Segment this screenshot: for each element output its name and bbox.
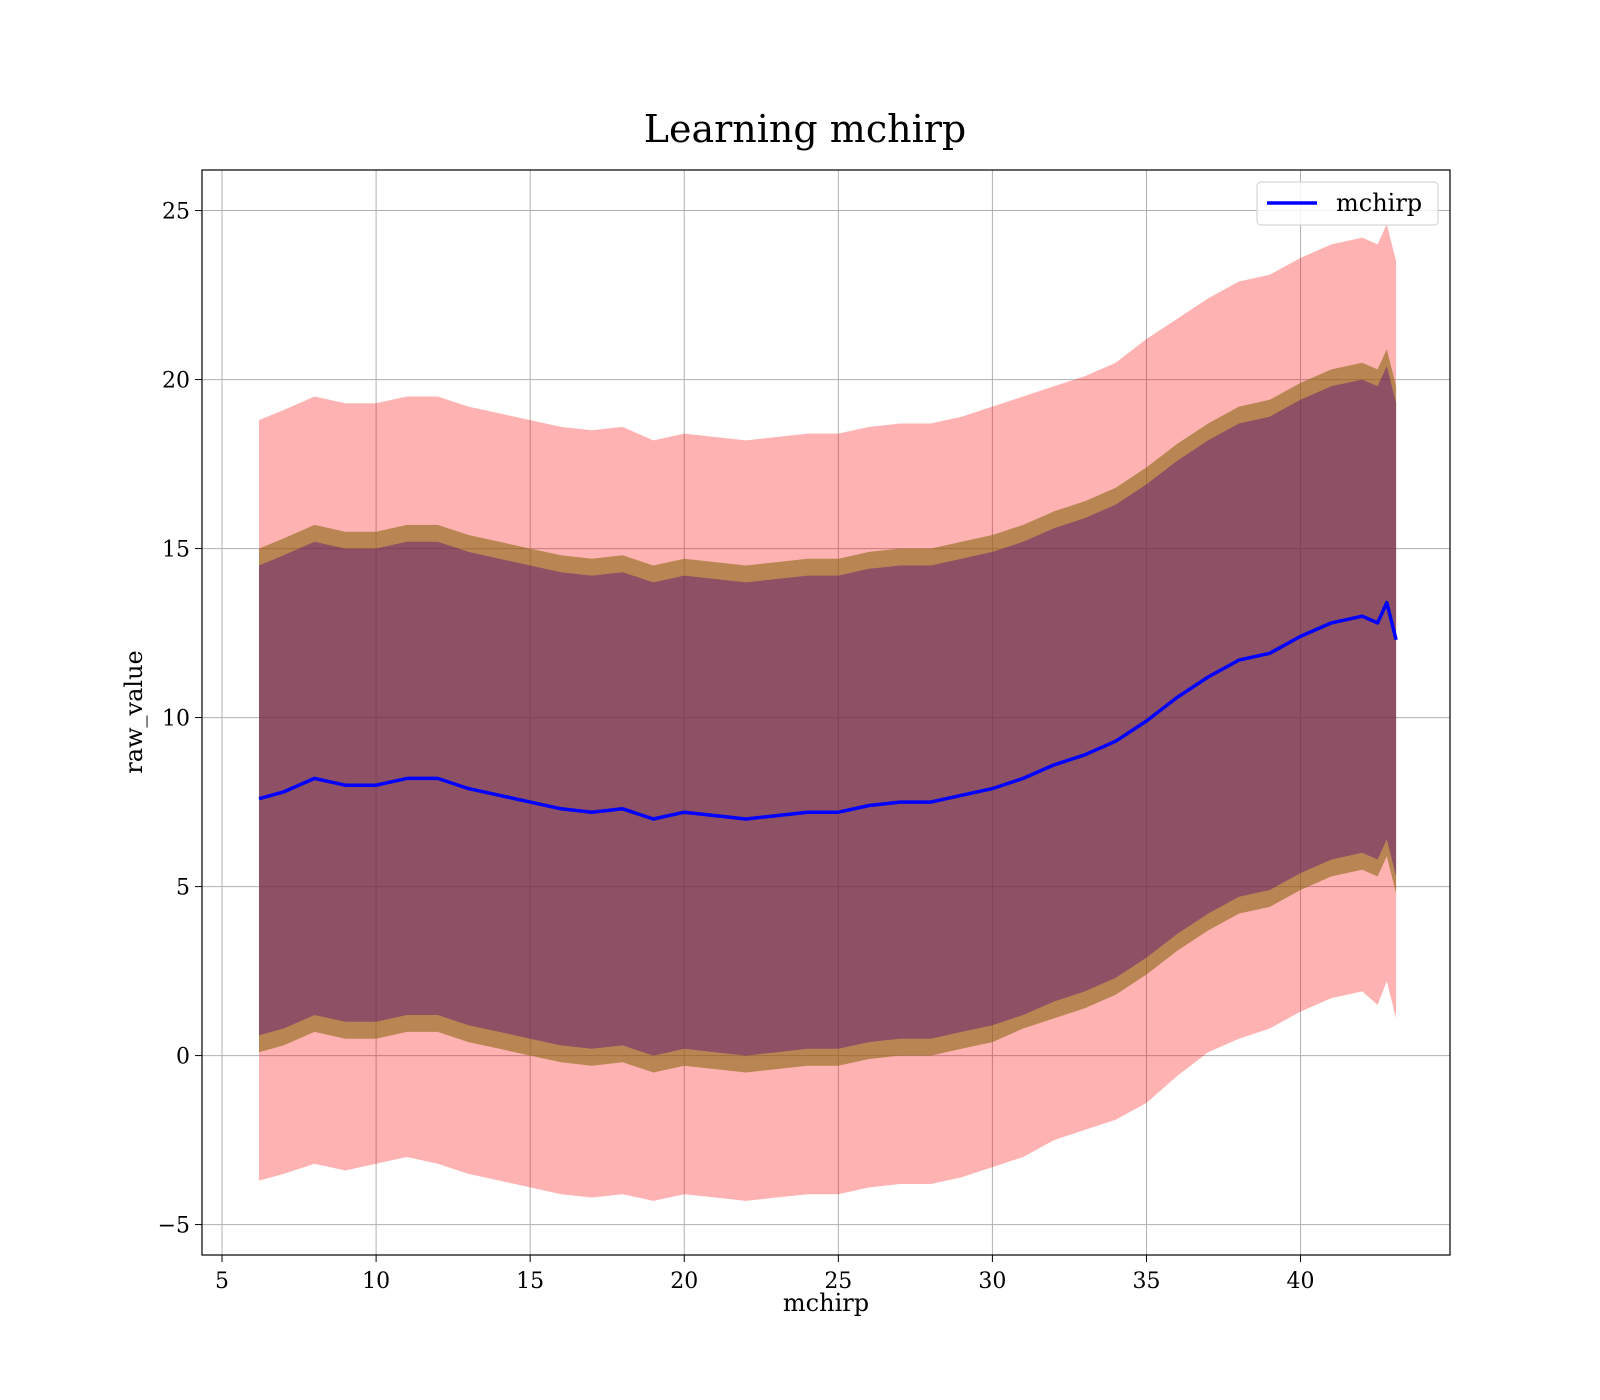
x-tick-label: 40 xyxy=(1287,1269,1315,1294)
y-tick-label: 10 xyxy=(162,707,190,732)
y-tick-label: 0 xyxy=(176,1045,190,1070)
legend-box xyxy=(1256,181,1439,226)
x-tick-label: 5 xyxy=(215,1269,229,1294)
legend-label-mchirp: mchirp xyxy=(1336,189,1422,217)
x-tick-label: 10 xyxy=(362,1269,390,1294)
middle-band xyxy=(259,349,1397,1073)
x-tick-label: 35 xyxy=(1132,1269,1160,1294)
x-tick-label: 20 xyxy=(670,1269,698,1294)
x-axis-ticks: 5 10 15 20 25 30 35 40 xyxy=(215,1255,1315,1294)
y-tick-label: 5 xyxy=(176,876,190,901)
y-tick-label: 20 xyxy=(162,369,190,394)
y-axis-ticks: −5 0 5 10 15 20 25 xyxy=(158,200,202,1239)
x-tick-label: 15 xyxy=(516,1269,544,1294)
bands xyxy=(259,224,1397,1201)
chart-title: Learning mchirp xyxy=(644,107,966,151)
x-axis-label: mchirp xyxy=(783,1289,869,1317)
inner-band xyxy=(259,366,1397,1056)
series-lines xyxy=(258,600,1398,821)
y-axis-label: raw_value xyxy=(120,650,148,774)
legend: mchirp xyxy=(1256,181,1439,226)
plot-frame xyxy=(201,169,1451,1256)
x-tick-label: 30 xyxy=(978,1269,1006,1294)
y-tick-label: 25 xyxy=(162,200,190,225)
y-tick-label: 15 xyxy=(162,538,190,563)
x-tick-label: 25 xyxy=(824,1269,852,1294)
y-tick-label: −5 xyxy=(158,1214,190,1239)
series-line-mchirp xyxy=(258,600,1398,821)
